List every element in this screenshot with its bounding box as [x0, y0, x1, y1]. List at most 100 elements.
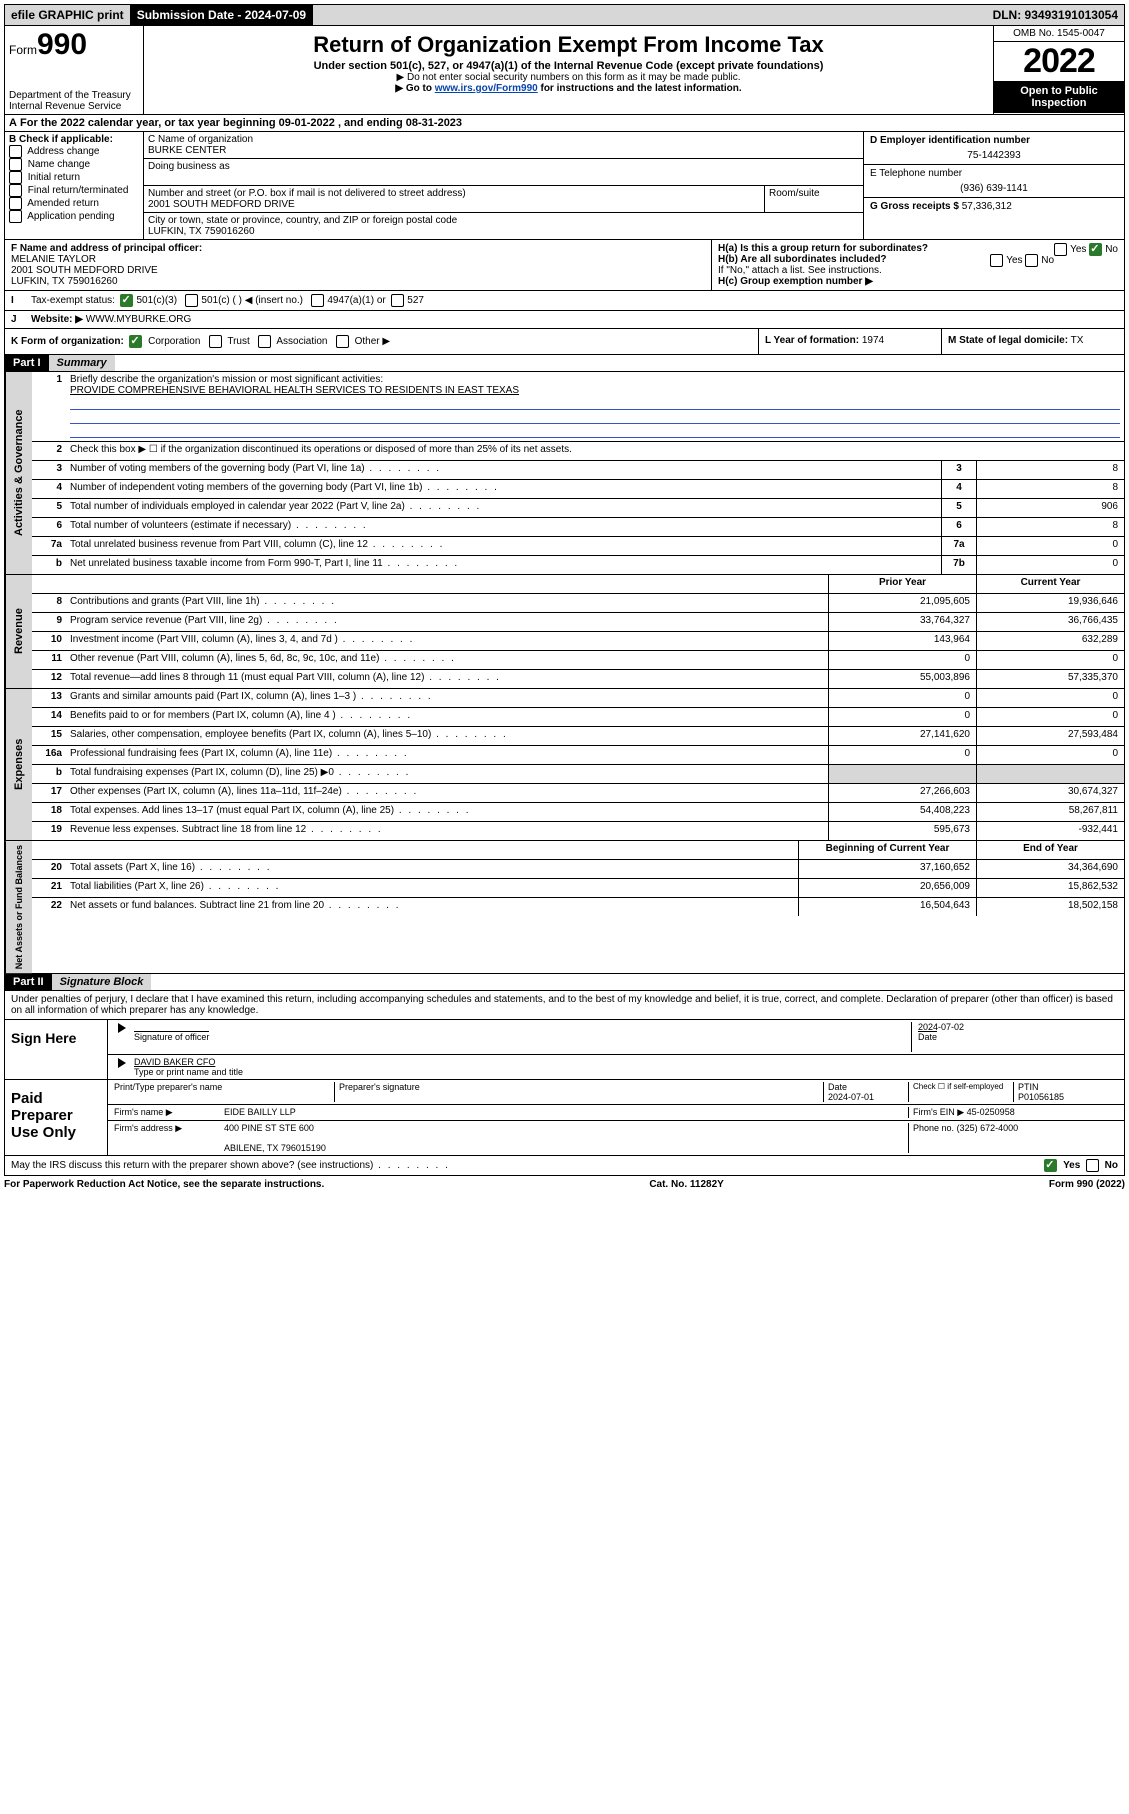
- summary-line: bNet unrelated business taxable income f…: [32, 556, 1124, 574]
- tax-year-text: For the 2022 calendar year, or tax year …: [20, 117, 462, 129]
- col-begin: Beginning of Current Year: [798, 841, 976, 859]
- l1-text: Briefly describe the organization's miss…: [70, 374, 383, 385]
- hb-label: H(b) Are all subordinates included?: [718, 254, 887, 265]
- prep-sig-label: Preparer's signature: [335, 1082, 824, 1102]
- summary-line: 14Benefits paid to or for members (Part …: [32, 708, 1124, 727]
- b-option[interactable]: Final return/terminated: [9, 184, 139, 197]
- ha-yes-checkbox[interactable]: [1054, 243, 1067, 256]
- 501c3-checkbox[interactable]: [120, 294, 133, 307]
- omb-number: OMB No. 1545-0047: [994, 26, 1124, 42]
- may-yes-checkbox[interactable]: [1044, 1159, 1057, 1172]
- section-h: H(a) Is this a group return for subordin…: [712, 240, 1124, 290]
- firm-phone-label: Phone no.: [913, 1123, 954, 1133]
- footer-left: For Paperwork Reduction Act Notice, see …: [4, 1179, 324, 1190]
- ptin-value: P01056185: [1018, 1092, 1064, 1102]
- opt-4947: 4947(a)(1) or: [327, 295, 385, 306]
- b-option[interactable]: Name change: [9, 158, 139, 171]
- ha-label: H(a) Is this a group return for subordin…: [718, 243, 928, 254]
- opt-assoc: Association: [276, 336, 327, 347]
- summary-line: 17Other expenses (Part IX, column (A), l…: [32, 784, 1124, 803]
- f-label: F Name and address of principal officer:: [11, 243, 202, 254]
- b-option[interactable]: Address change: [9, 145, 139, 158]
- corp-checkbox[interactable]: [129, 335, 142, 348]
- summary-line: 10Investment income (Part VIII, column (…: [32, 632, 1124, 651]
- ha-no-checkbox[interactable]: [1089, 243, 1102, 256]
- part2-header: Part II: [5, 974, 52, 990]
- opt-corp: Corporation: [148, 336, 200, 347]
- paid-preparer-label: Paid Preparer Use Only: [5, 1080, 108, 1155]
- form-label: Form: [9, 43, 37, 57]
- submission-date: Submission Date - 2024-07-09: [131, 5, 313, 25]
- 4947-checkbox[interactable]: [311, 294, 324, 307]
- g-label: G Gross receipts $: [870, 201, 959, 212]
- subtitle-2: ▶ Do not enter social security numbers o…: [148, 72, 989, 83]
- footer-right: Form 990 (2022): [1049, 1179, 1125, 1190]
- goto-post: for instructions and the latest informat…: [538, 83, 742, 94]
- dept-label: Department of the Treasury: [9, 90, 139, 101]
- revenue-section: Revenue Prior YearCurrent Year 8Contribu…: [4, 575, 1125, 689]
- assoc-checkbox[interactable]: [258, 335, 271, 348]
- summary-line: 8Contributions and grants (Part VIII, li…: [32, 594, 1124, 613]
- vlabel-net: Net Assets or Fund Balances: [5, 841, 32, 973]
- opt-other: Other ▶: [355, 336, 390, 347]
- vlabel-rev: Revenue: [5, 575, 32, 688]
- goto-pre: ▶ Go to: [395, 83, 434, 94]
- summary-line: bTotal fundraising expenses (Part IX, co…: [32, 765, 1124, 784]
- subtitle-1: Under section 501(c), 527, or 4947(a)(1)…: [148, 60, 989, 72]
- hb-no-checkbox[interactable]: [1025, 254, 1038, 267]
- addr-label: Number and street (or P.O. box if mail i…: [148, 188, 466, 199]
- hb-yes-checkbox[interactable]: [990, 254, 1003, 267]
- section-c: C Name of organizationBURKE CENTER Doing…: [144, 132, 864, 239]
- summary-line: 15Salaries, other compensation, employee…: [32, 727, 1124, 746]
- b-option[interactable]: Application pending: [9, 210, 139, 223]
- summary-line: 5Total number of individuals employed in…: [32, 499, 1124, 518]
- firm-name: EIDE BAILLY LLP: [224, 1107, 909, 1118]
- yes-label: Yes: [1070, 244, 1086, 255]
- net-assets-section: Net Assets or Fund Balances Beginning of…: [4, 841, 1125, 974]
- summary-line: 6Total number of volunteers (estimate if…: [32, 518, 1124, 537]
- opt-527: 527: [407, 295, 424, 306]
- arrow-icon: [118, 1058, 126, 1068]
- dln: DLN: 93493191013054: [987, 5, 1124, 25]
- prep-name-label: Print/Type preparer's name: [114, 1082, 335, 1102]
- arrow-icon: [118, 1023, 126, 1033]
- firm-ein: 45-0250958: [967, 1107, 1015, 1117]
- irs-link[interactable]: www.irs.gov/Form990: [435, 83, 538, 94]
- hb-note: If "No," attach a list. See instructions…: [718, 265, 1118, 276]
- state-domicile: TX: [1071, 335, 1084, 346]
- may-no-checkbox[interactable]: [1086, 1159, 1099, 1172]
- line-k: K Form of organization: Corporation Trus…: [5, 329, 758, 354]
- summary-line: 21Total liabilities (Part X, line 26)20,…: [32, 879, 1124, 898]
- no-label: No: [1105, 1160, 1118, 1171]
- 527-checkbox[interactable]: [391, 294, 404, 307]
- website-value: WWW.MYBURKE.ORG: [86, 314, 192, 325]
- open-inspection: Open to Public Inspection: [994, 81, 1124, 113]
- 501c-checkbox[interactable]: [185, 294, 198, 307]
- section-deg: D Employer identification number75-14423…: [864, 132, 1124, 239]
- col-prior: Prior Year: [828, 575, 976, 593]
- sig-officer-label: Signature of officer: [134, 1031, 209, 1042]
- firm-name-label: Firm's name ▶: [114, 1107, 224, 1118]
- summary-line: 13Grants and similar amounts paid (Part …: [32, 689, 1124, 708]
- summary-line: 22Net assets or fund balances. Subtract …: [32, 898, 1124, 916]
- other-checkbox[interactable]: [336, 335, 349, 348]
- summary-line: 20Total assets (Part X, line 16)37,160,6…: [32, 860, 1124, 879]
- yes-label: Yes: [1063, 1160, 1080, 1171]
- b-option[interactable]: Amended return: [9, 197, 139, 210]
- city-label: City or town, state or province, country…: [148, 215, 457, 226]
- summary-line: 3Number of voting members of the governi…: [32, 461, 1124, 480]
- tax-year: 2022: [994, 42, 1124, 81]
- m-label: M State of legal domicile:: [948, 335, 1068, 346]
- paid-preparer-block: Paid Preparer Use Only Print/Type prepar…: [4, 1080, 1125, 1156]
- officer-addr: 2001 SOUTH MEDFORD DRIVE: [11, 265, 158, 276]
- form-header: Form990 Department of the Treasury Inter…: [4, 26, 1125, 115]
- d-label: D Employer identification number: [870, 135, 1030, 146]
- form-number: 990: [37, 28, 87, 61]
- trust-checkbox[interactable]: [209, 335, 222, 348]
- j-label: Website: ▶: [31, 314, 83, 325]
- part1-header: Part I: [5, 355, 49, 371]
- self-emp-label: Check ☐ if self-employed: [909, 1082, 1014, 1102]
- line-j: JWebsite: ▶ WWW.MYBURKE.ORG: [4, 311, 1125, 329]
- footer-mid: Cat. No. 11282Y: [649, 1179, 723, 1190]
- b-option[interactable]: Initial return: [9, 171, 139, 184]
